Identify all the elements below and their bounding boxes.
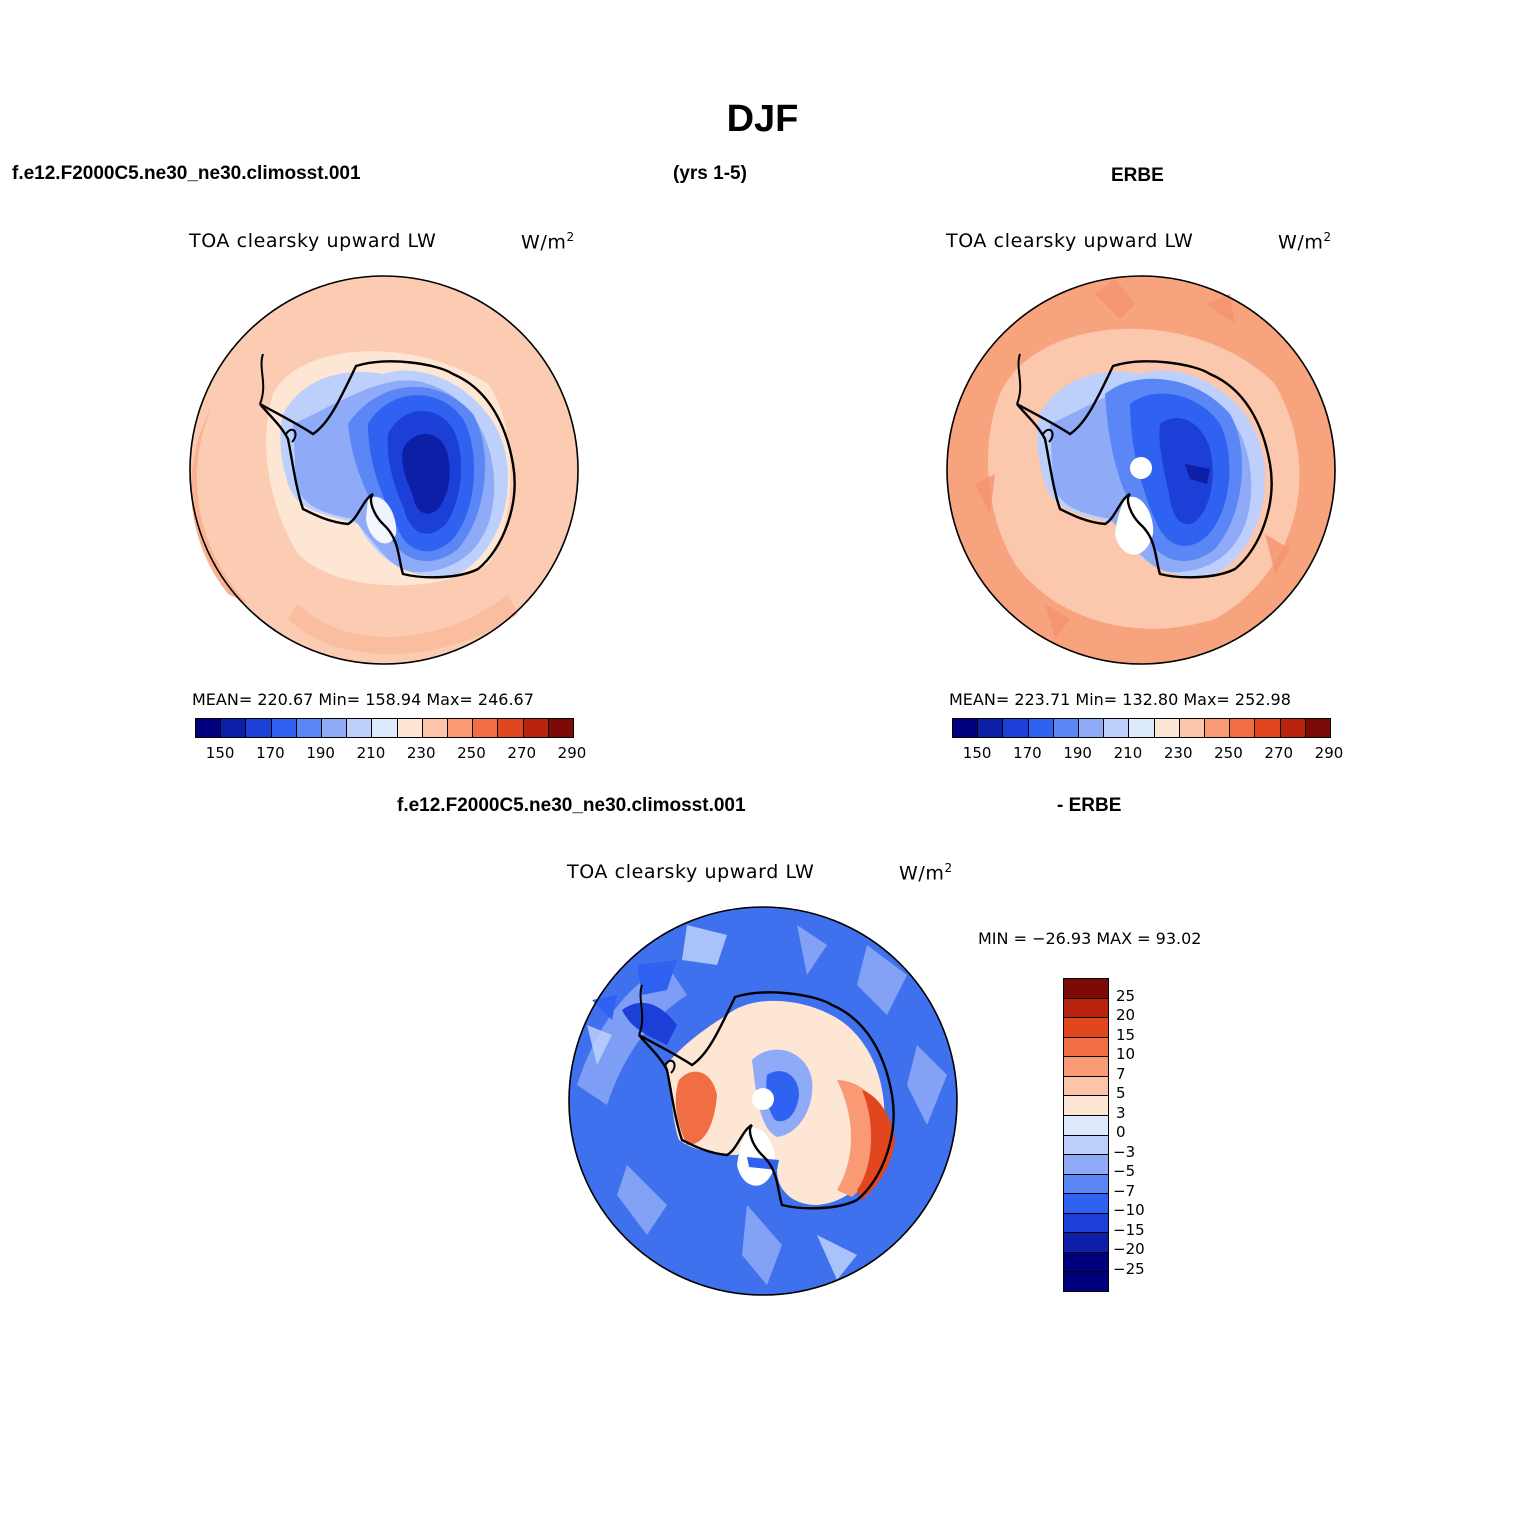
colorbar-tick-label: −10 [1113,1201,1145,1219]
colorbar-swatch [271,719,297,737]
colorbar-swatch [1305,719,1331,737]
colorbar-swatch [1064,1135,1108,1156]
colorbar-tick-label: 210 [356,744,386,762]
panel1-stats: MEAN= 220.67 Min= 158.94 Max= 246.67 [192,690,534,709]
colorbar-swatch [498,719,524,737]
colorbar-swatch [1064,1213,1108,1234]
colorbar-tick-label: −25 [1113,1259,1145,1278]
colorbar-swatch [347,719,373,737]
panel1-units: W/m2 [521,230,575,254]
colorbar-tick-label: 290 [557,744,587,762]
colorbar-tick-label: 190 [1063,744,1092,762]
colorbar-swatch [1064,1057,1108,1077]
colorbar-swatch [1154,719,1180,737]
colorbar-swatch [1230,719,1256,737]
colorbar-swatch [1104,719,1130,737]
colorbar-swatch [473,719,499,737]
colorbar-swatch [397,719,423,737]
colorbar-swatch [1064,1233,1108,1253]
colorbar-swatch [1064,1018,1108,1038]
colorbar-tick-label: 190 [306,744,335,762]
colorbar-tick-label: 290 [1314,744,1344,762]
panel1-map [189,275,579,665]
colorbar-tick-label: 150 [962,744,992,762]
panel2-stats: MEAN= 223.71 Min= 132.80 Max= 252.98 [949,690,1291,709]
colorbar-tick-label: −3 [1113,1142,1136,1161]
colorbar-swatch [978,719,1004,737]
colorbar-tick-label: 170 [1013,744,1042,762]
colorbar-tick-label: 170 [256,744,285,762]
colorbar-swatch [448,719,474,737]
colorbar-tick-label: −5 [1113,1162,1136,1180]
colorbar-swatch [422,719,449,737]
colorbar-tick-label: 7 [1116,1064,1126,1083]
colorbar-swatch [1079,719,1105,737]
panel2-variable-title: TOA clearsky upward LW [946,230,1194,252]
colorbar-swatch [1053,719,1080,737]
colorbar-swatch [196,719,222,737]
colorbar-tick-label: 270 [507,744,537,762]
colorbar-tick-label: 5 [1116,1084,1126,1102]
colorbar-tick-label: 230 [1163,744,1193,762]
colorbar-swatch [523,719,549,737]
colorbar-swatch [548,719,574,737]
colorbar-swatch [1064,1155,1108,1175]
colorbar-tick-label: 250 [1214,744,1243,762]
top-right-case-label: ERBE [1111,165,1164,186]
panel3-stats: MIN = −26.93 MAX = 93.02 [978,929,1202,948]
main-title: DJF [726,98,799,140]
colorbar-tick-label: 250 [457,744,486,762]
colorbar-swatch [1064,1096,1108,1116]
colorbar-tick-label: 270 [1264,744,1294,762]
panel3-colorbar [1063,978,1109,1292]
colorbar-tick-label: −15 [1113,1220,1145,1239]
panel1-colorbar [195,718,574,738]
colorbar-swatch [1064,1037,1108,1058]
colorbar-swatch [1028,719,1054,737]
colorbar-swatch [246,719,272,737]
panel3-difference-map [568,906,958,1296]
panel3-units: W/m2 [899,861,953,885]
colorbar-tick-label: 15 [1116,1025,1136,1044]
colorbar-tick-label: 3 [1116,1103,1126,1122]
colorbar-swatch [1129,719,1155,737]
colorbar-tick-label: 20 [1116,1006,1136,1024]
colorbar-tick-label: 150 [205,744,235,762]
colorbar-tick-label: 25 [1116,986,1136,1005]
colorbar-tick-label: 210 [1113,744,1143,762]
panel2-map [946,275,1336,665]
colorbar-swatch [1280,719,1306,737]
colorbar-tick-label: −20 [1113,1240,1145,1258]
panel2-units: W/m2 [1278,230,1332,254]
colorbar-swatch [1064,1252,1108,1273]
top-left-case-label: f.e12.F2000C5.ne30_ne30.climosst.001 [12,163,361,184]
colorbar-tick-label: 0 [1116,1123,1126,1141]
colorbar-swatch [372,719,398,737]
bottom-case-label: f.e12.F2000C5.ne30_ne30.climosst.001 [397,795,746,816]
colorbar-tick-label: −7 [1113,1181,1136,1200]
colorbar-swatch [221,719,247,737]
panel1-variable-title: TOA clearsky upward LW [189,230,437,252]
colorbar-swatch [1064,1194,1108,1214]
top-years-label: (yrs 1-5) [673,163,747,184]
colorbar-swatch [1064,998,1108,1019]
colorbar-swatch [1064,1076,1108,1097]
colorbar-swatch [1064,1115,1108,1136]
colorbar-swatch [1179,719,1206,737]
colorbar-swatch [322,719,348,737]
colorbar-swatch [296,719,323,737]
colorbar-tick-label: 230 [406,744,436,762]
colorbar-swatch [953,719,979,737]
colorbar-swatch [1064,979,1108,999]
colorbar-swatch [1064,1272,1108,1291]
colorbar-swatch [1205,719,1231,737]
panel3-variable-title: TOA clearsky upward LW [567,861,815,883]
bottom-suffix-label: - ERBE [1057,795,1122,816]
colorbar-swatch [1255,719,1281,737]
colorbar-tick-label: 10 [1116,1045,1136,1063]
colorbar-swatch [1064,1174,1108,1195]
panel2-colorbar [952,718,1331,738]
colorbar-swatch [1003,719,1029,737]
